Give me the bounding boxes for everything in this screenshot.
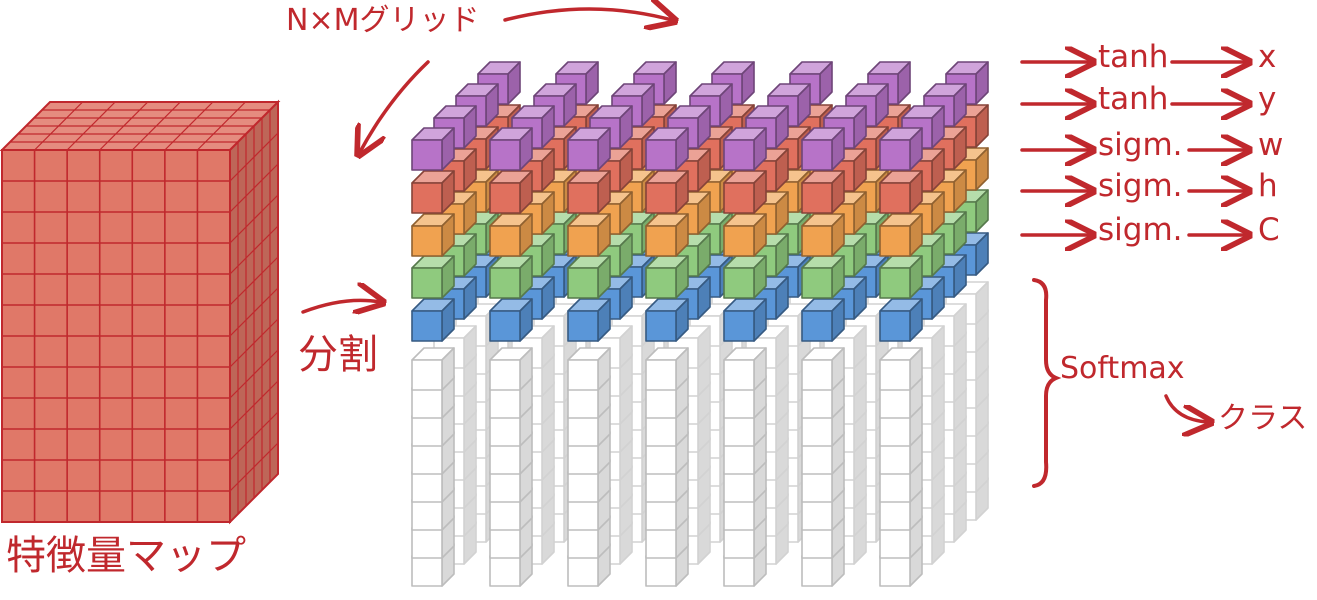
softmax-bracket xyxy=(1032,278,1062,488)
purple-cell-r0-c3 xyxy=(645,127,689,171)
red-cell-r0-c4 xyxy=(723,170,767,214)
blue-cell-r0-c5 xyxy=(801,298,845,342)
red-cell-r0-c2 xyxy=(567,170,611,214)
orange-cell-r0-c0 xyxy=(411,213,455,257)
orange-cell-r0-c6 xyxy=(879,213,923,257)
purple-cell-r0-c6 xyxy=(879,127,923,171)
green-cell-r0-c4 xyxy=(723,255,767,299)
green-cell-r0-c3 xyxy=(645,255,689,299)
class-cell-r0-c1-k0 xyxy=(489,347,533,391)
class-cell-r0-c4-k0 xyxy=(723,347,767,391)
feature-map-label: 特徴量マップ xyxy=(6,533,246,579)
output-var-4: C xyxy=(1258,212,1280,248)
purple-cell-r0-c2 xyxy=(567,127,611,171)
class-cell-r0-c5-k0 xyxy=(801,347,845,391)
red-cell-r0-c0 xyxy=(411,170,455,214)
feature-map-block xyxy=(0,99,281,525)
purple-cell-r1-c4 xyxy=(745,105,789,149)
softmax-label: Softmax xyxy=(1060,351,1185,386)
orange-cell-r0-c5 xyxy=(801,213,845,257)
class-cell-r0-c2-k0 xyxy=(567,347,611,391)
orange-cell-r0-c1 xyxy=(489,213,533,257)
green-cell-r0-c5 xyxy=(801,255,845,299)
output-var-3: h xyxy=(1258,168,1278,204)
purple-cell-r0-c5 xyxy=(801,127,845,171)
classes-label: クラス xyxy=(1218,401,1308,436)
blue-cell-r0-c4 xyxy=(723,298,767,342)
blue-cell-r0-c6 xyxy=(879,298,923,342)
blue-cell-r0-c1 xyxy=(489,298,533,342)
blue-cell-r0-c2 xyxy=(567,298,611,342)
split-label: 分割 xyxy=(298,332,378,378)
grid-label: N×Mグリッド xyxy=(286,3,480,38)
class-cell-r0-c6-k0 xyxy=(879,347,923,391)
output-fn-0: tanh xyxy=(1098,39,1169,75)
output-var-1: y xyxy=(1258,81,1277,117)
orange-cell-r0-c2 xyxy=(567,213,611,257)
red-cell-r0-c6 xyxy=(879,170,923,214)
purple-cell-r0-c4 xyxy=(723,127,767,171)
grid-arrow-right xyxy=(503,9,672,20)
grid-tensor xyxy=(411,61,989,587)
orange-cell-r0-c3 xyxy=(645,213,689,257)
red-cell-r0-c5 xyxy=(801,170,845,214)
output-fn-4: sigm. xyxy=(1098,212,1183,248)
green-cell-r0-c0 xyxy=(411,255,455,299)
output-var-0: x xyxy=(1258,39,1277,75)
orange-cell-r0-c4 xyxy=(723,213,767,257)
split-arrow xyxy=(301,300,380,312)
purple-cell-r0-c0 xyxy=(411,127,455,171)
output-var-2: w xyxy=(1258,127,1284,163)
green-cell-r0-c6 xyxy=(879,255,923,299)
green-cell-r0-c1 xyxy=(489,255,533,299)
class-cell-r0-c0-k0 xyxy=(411,347,455,391)
output-fn-1: tanh xyxy=(1098,81,1169,117)
output-fn-2: sigm. xyxy=(1098,127,1183,163)
green-cell-r0-c2 xyxy=(567,255,611,299)
red-cell-r0-c3 xyxy=(645,170,689,214)
class-arrow xyxy=(1164,394,1208,422)
grid-arrow-down-left xyxy=(360,60,430,152)
blue-cell-r0-c3 xyxy=(645,298,689,342)
output-arrows xyxy=(1020,62,1246,235)
red-cell-r0-c1 xyxy=(489,170,533,214)
purple-cell-r0-c1 xyxy=(489,127,533,171)
blue-cell-r0-c0 xyxy=(411,298,455,342)
output-fn-3: sigm. xyxy=(1098,168,1183,204)
class-cell-r0-c3-k0 xyxy=(645,347,689,391)
